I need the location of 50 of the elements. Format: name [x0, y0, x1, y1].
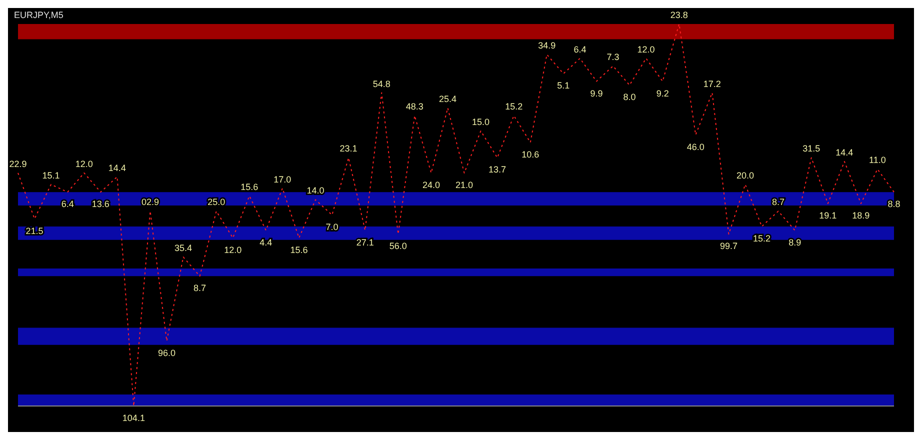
- annotation: 15.0: [472, 116, 490, 127]
- annotation: 4.4: [260, 237, 272, 248]
- annotation: 13.7: [488, 164, 506, 175]
- annotation: 8.8: [888, 199, 900, 210]
- annotation: 25.0: [208, 197, 226, 208]
- annotation: 10.6: [522, 149, 540, 160]
- text: 104.1: [122, 413, 145, 423]
- annotation: 24.0: [422, 180, 440, 190]
- annotation: 11.0: [869, 155, 886, 166]
- annotation: 21.0: [456, 180, 474, 190]
- annotation: 19.1: [819, 210, 837, 221]
- annotation: 02.9: [141, 197, 159, 208]
- annotation: 22.9: [9, 158, 27, 169]
- annotation: 15.6: [290, 244, 308, 255]
- annotation: 7.3: [606, 52, 620, 62]
- annotation: 17.2: [703, 78, 721, 89]
- annotation: 35.4: [174, 243, 192, 254]
- annotation: 46.0: [686, 142, 704, 152]
- annotation: 25.4: [438, 94, 456, 104]
- annotation: 27.1: [356, 237, 374, 248]
- annotation: 6.4: [574, 44, 586, 54]
- annotation: 99.7: [720, 241, 738, 252]
- annotation: 14.4: [836, 148, 854, 158]
- annotation: 18.9: [852, 210, 870, 221]
- annotation: 12.0: [75, 158, 93, 169]
- annotation: 15.2: [505, 102, 523, 112]
- annotation: 17.0: [274, 174, 292, 184]
- annotation: 23.1: [340, 144, 358, 154]
- annotation: 9.9: [590, 88, 603, 98]
- annotation: 20.0: [736, 170, 754, 180]
- annotation: 96.0: [158, 348, 176, 358]
- annotation: 56.0: [389, 241, 407, 252]
- text: 23.8: [670, 10, 688, 20]
- annotation: 54.8: [372, 78, 390, 89]
- annotation: 8.9: [788, 237, 802, 248]
- annotation: 31.5: [802, 144, 820, 154]
- annotation: 9.2: [656, 88, 669, 98]
- annotation: 12.0: [224, 244, 242, 255]
- annotation: 14.4: [108, 162, 126, 173]
- annotation: 15.6: [240, 182, 258, 192]
- annotation: 34.9: [538, 40, 556, 51]
- annotation: 15.1: [42, 170, 60, 180]
- annotation: 8.7: [772, 197, 785, 208]
- annotation: 48.3: [406, 102, 424, 112]
- annotation: 12.0: [637, 44, 655, 54]
- annotation: 5.1: [557, 80, 570, 91]
- annotation: 21.5: [26, 226, 44, 236]
- annotation: 8.0: [623, 92, 636, 102]
- chart-title: EURJPY,M5: [14, 10, 64, 20]
- annotation: 8.7: [194, 283, 206, 294]
